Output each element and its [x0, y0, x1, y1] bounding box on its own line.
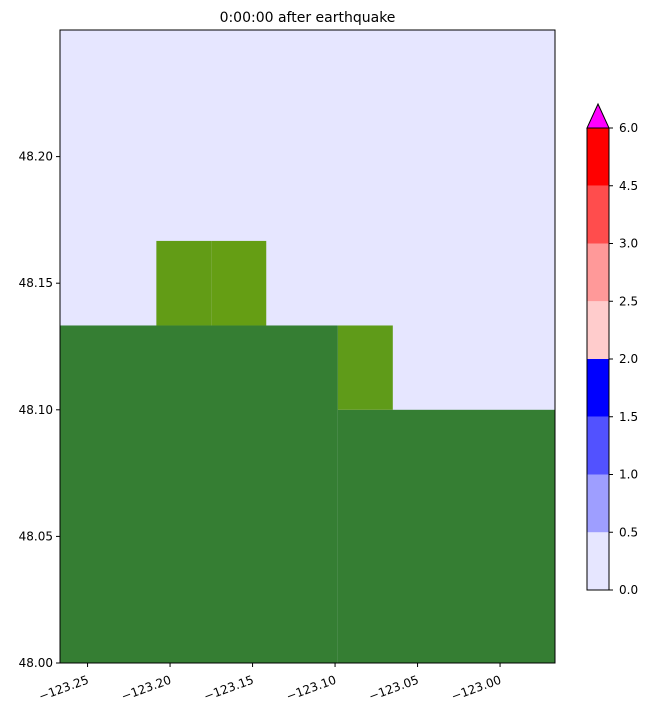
x-tick-label: −123.15 [202, 673, 256, 704]
land-cell [337, 325, 393, 410]
colorbar-tick-label: 2.0 [619, 352, 638, 366]
land-cell [60, 325, 338, 663]
y-tick-label: 48.10 [19, 403, 53, 417]
colorbar-tick-label: 1.5 [619, 410, 638, 424]
colorbar-tick-label: 1.0 [619, 468, 638, 482]
x-tick-label: −123.25 [37, 673, 91, 704]
colorbar-tick-label: 2.5 [619, 294, 638, 308]
x-tick-label: −123.20 [119, 673, 173, 704]
land-cell [156, 240, 212, 326]
colorbar-tick-label: 4.5 [619, 179, 638, 193]
colorbar-tick-label: 3.0 [619, 237, 638, 251]
x-tick-label: −123.05 [367, 673, 421, 704]
y-tick-label: 48.05 [19, 529, 53, 543]
colorbar-segment [587, 416, 609, 475]
plot-frame [59, 29, 556, 664]
colorbar-tick-label: 0.5 [619, 525, 638, 539]
land-cell [211, 240, 267, 326]
colorbar-segment [587, 243, 609, 302]
y-tick-label: 48.15 [19, 276, 53, 290]
colorbar-tick-label: 6.0 [619, 121, 638, 135]
y-tick-label: 48.20 [19, 150, 53, 164]
x-tick-label: −123.10 [284, 673, 338, 704]
colorbar-segment [587, 359, 609, 417]
colorbar-tick-label: 0.0 [619, 583, 638, 597]
colorbar-segment [587, 185, 609, 244]
colorbar-extend-triangle [586, 102, 610, 129]
x-tick-label: −123.00 [449, 673, 503, 704]
colorbar: 0.0 0.5 1.0 1.5 2.0 2.5 3.0 4.5 6.0 [586, 102, 638, 597]
colorbar-segment [587, 301, 609, 359]
plot-area: −123.25 −123.20 −123.15 −123.10 −123.05 −123.… [19, 29, 556, 704]
colorbar-segment [587, 474, 609, 533]
colorbar-segment [587, 532, 609, 590]
land-cell [337, 409, 555, 663]
colorbar-segment [587, 128, 609, 186]
y-tick-label: 48.00 [19, 656, 53, 670]
chart-title: 0:00:00 after earthquake [220, 10, 396, 26]
